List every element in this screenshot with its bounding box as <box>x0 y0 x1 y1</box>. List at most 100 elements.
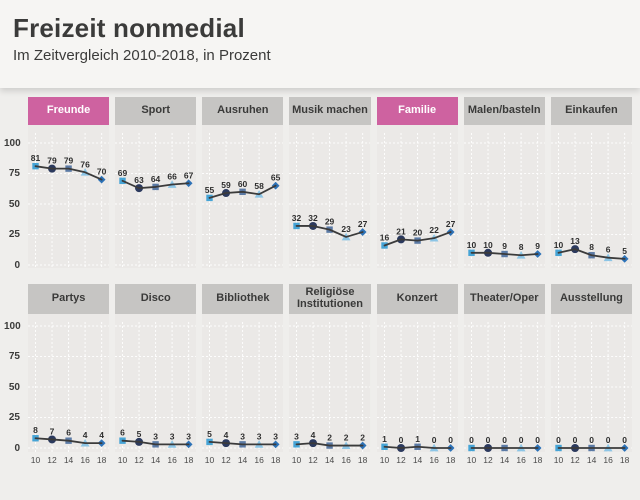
x-tick-label: 14 <box>500 455 510 465</box>
x-tick-label: 14 <box>238 455 248 465</box>
y-tick-label: 75 <box>8 351 20 362</box>
facet-tab-religi-se-institutionen[interactable]: Religiöse Institutionen <box>289 284 371 314</box>
value-label: 5 <box>137 429 142 439</box>
value-label: 59 <box>222 180 232 190</box>
panel-plot-musik-machen: 32 32 29 23 27 <box>289 125 371 268</box>
value-label: 20 <box>412 228 422 238</box>
value-label: 1 <box>415 434 420 444</box>
value-label: 4 <box>99 430 104 440</box>
value-label: 2 <box>344 433 349 443</box>
value-label: 79 <box>64 156 74 166</box>
tab-gutter <box>6 284 22 314</box>
facet-tab-ausstellung[interactable]: Ausstellung <box>550 284 632 314</box>
value-label: 0 <box>485 435 490 445</box>
x-tick-label: 10 <box>379 455 389 465</box>
value-label: 60 <box>238 179 248 189</box>
value-label: 0 <box>535 435 540 445</box>
facet-tab-bibliothek[interactable]: Bibliothek <box>202 284 284 314</box>
facet-tab-label: Ausstellung <box>559 292 623 305</box>
x-tick-label: 16 <box>342 455 352 465</box>
x-tick-label: 12 <box>396 455 406 465</box>
value-label: 10 <box>554 240 564 250</box>
value-label: 3 <box>186 431 191 441</box>
x-tick-label: 14 <box>64 455 74 465</box>
facet-tab-label: Familie <box>398 104 437 117</box>
panel-plot-ausstellung: 0 0 0 0 0 10 12 14 16 18 <box>550 314 632 465</box>
x-tick-label: 14 <box>587 455 597 465</box>
facet-tab-ausruhen[interactable]: Ausruhen <box>202 97 284 125</box>
facet-tab-einkaufen[interactable]: Einkaufen <box>550 97 632 125</box>
facet-tab-disco[interactable]: Disco <box>115 284 197 314</box>
value-label: 7 <box>50 426 55 436</box>
x-tick-label: 16 <box>80 455 90 465</box>
y-tick-label: 50 <box>8 198 20 210</box>
value-label: 9 <box>535 241 540 251</box>
value-label: 69 <box>118 168 128 178</box>
value-label: 8 <box>589 242 594 252</box>
facet-tab-label: Bibliothek <box>216 292 270 305</box>
value-label: 3 <box>240 431 245 441</box>
value-label: 67 <box>184 170 194 180</box>
facet-tab-konzert[interactable]: Konzert <box>376 284 458 314</box>
x-tick-label: 10 <box>118 455 128 465</box>
facet-tab-malen-basteln[interactable]: Malen/basteln <box>463 97 545 125</box>
tab-gutter <box>6 97 22 125</box>
trend-line <box>383 231 452 247</box>
y-axis-labels: 0 25 50 75 100 <box>4 314 22 466</box>
value-label: 0 <box>502 435 507 445</box>
facet-tab-theater-oper[interactable]: Theater/Oper <box>463 284 545 314</box>
x-tick-label: 18 <box>97 455 107 465</box>
x-tick-label: 10 <box>554 455 564 465</box>
facet-tab-label: Sport <box>141 104 171 117</box>
facet-tab-partys[interactable]: Partys <box>28 284 110 314</box>
facet-tab-label: Disco <box>140 292 171 305</box>
value-label: 81 <box>31 153 41 163</box>
x-tick-label: 10 <box>31 455 41 465</box>
trend-line <box>470 251 539 257</box>
value-label: 0 <box>431 435 436 445</box>
panel-background <box>463 125 545 268</box>
facet-tab-sport[interactable]: Sport <box>115 97 197 125</box>
value-label: 4 <box>83 430 88 440</box>
value-label: 5 <box>622 246 627 256</box>
x-tick-label: 14 <box>412 455 422 465</box>
facet-tab-label: Religiöse Institutionen <box>296 286 363 310</box>
chart-row-top: Freunde Sport Ausruhen Musik machen Familie M… <box>4 97 632 271</box>
value-label: 9 <box>502 241 507 251</box>
value-label: 16 <box>379 232 389 242</box>
value-label: 21 <box>396 226 406 236</box>
x-tick-label: 12 <box>570 455 580 465</box>
value-label: 23 <box>342 224 352 234</box>
panel-plot-malen-basteln: 10 10 9 8 9 <box>463 125 545 268</box>
value-label: 10 <box>466 240 476 250</box>
facet-tab-musik-machen[interactable]: Musik machen <box>289 97 371 125</box>
value-label: 6 <box>606 245 611 255</box>
facet-tab-familie[interactable]: Familie <box>376 97 458 125</box>
facet-tab-freunde[interactable]: Freunde <box>28 97 110 125</box>
y-tick-label: 100 <box>4 320 21 332</box>
value-label: 55 <box>205 185 215 195</box>
facet-tab-label: Ausruhen <box>217 104 269 117</box>
value-label: 29 <box>325 217 335 227</box>
value-label: 4 <box>311 430 316 440</box>
x-tick-label: 12 <box>47 455 57 465</box>
value-label: 58 <box>255 181 265 191</box>
panel-plot-konzert: 1 0 1 0 010 12 14 16 18 <box>376 314 458 465</box>
value-label: 6 <box>120 428 125 438</box>
y-tick-label: 0 <box>14 442 20 454</box>
facet-tab-label: Freunde <box>46 104 91 117</box>
facet-tab-label: Theater/Oper <box>470 292 539 305</box>
page-header: Freizeit nonmedial Im Zeitvergleich 2010… <box>0 0 640 88</box>
value-label: 27 <box>358 219 368 229</box>
value-label: 0 <box>448 435 453 445</box>
x-tick-label: 18 <box>620 455 630 465</box>
panel-background <box>289 125 371 268</box>
panel-plot-freunde: 81 79 79 76 70 <box>28 125 110 268</box>
x-tick-label: 12 <box>222 455 232 465</box>
panel-plot-einkaufen: 10 13 8 6 5 <box>550 125 632 268</box>
value-label: 1 <box>382 434 387 444</box>
x-tick-label: 10 <box>292 455 302 465</box>
value-label: 0 <box>469 435 474 445</box>
trend-line <box>121 439 190 446</box>
value-label: 4 <box>224 430 229 440</box>
